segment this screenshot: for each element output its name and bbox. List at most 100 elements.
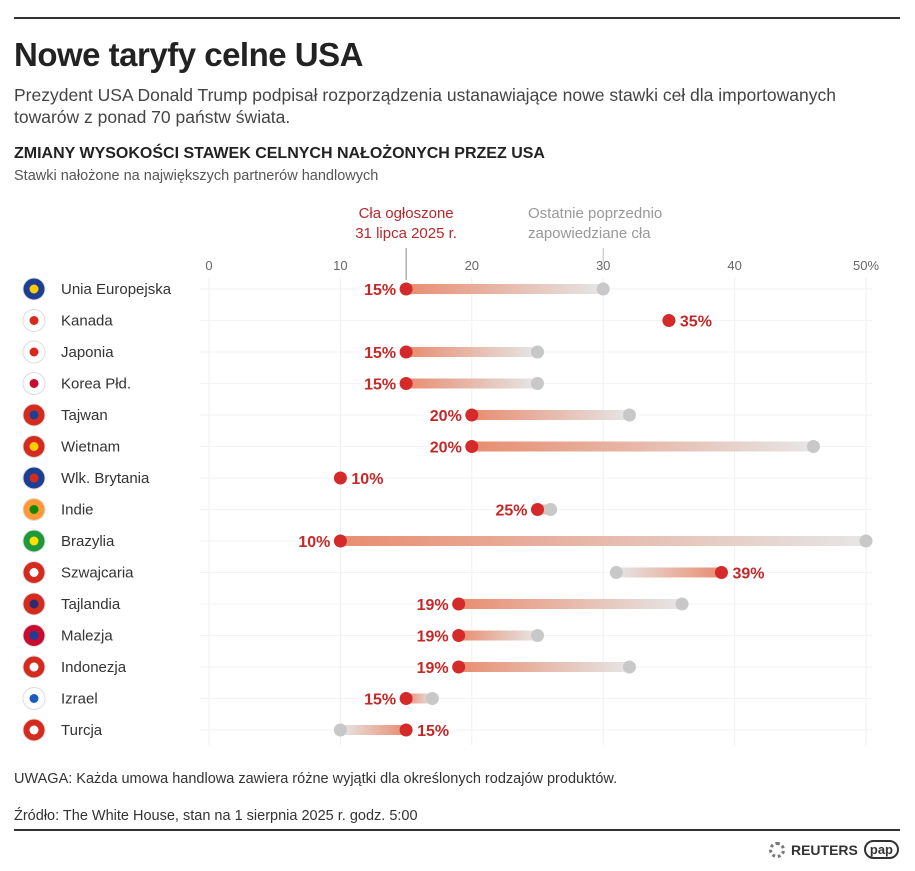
- row-tr: Turcja 15%: [22, 718, 449, 742]
- current-rate-dot: [399, 723, 413, 737]
- x-tick-label: 10: [333, 258, 347, 273]
- range-bar: [616, 567, 722, 578]
- current-rate-dot: [714, 566, 728, 579]
- x-tick-label: 50%: [853, 258, 879, 273]
- current-rate-label: 39%: [732, 566, 764, 583]
- row-jp: Japonia 15%: [22, 340, 544, 364]
- x-tick-label: 0: [205, 258, 212, 273]
- note: UWAGA: Każda umowa handlowa zawiera różn…: [14, 771, 618, 787]
- country-label: Szwajcaria: [61, 565, 134, 582]
- flag-id-emblem: [29, 662, 39, 672]
- country-label: Tajwan: [61, 407, 108, 424]
- country-label: Unia Europejska: [61, 281, 172, 298]
- range-bar: [406, 284, 604, 294]
- row-il: Izrael 15%: [22, 687, 439, 710]
- top-rule: [14, 17, 900, 19]
- range-bar: [406, 693, 433, 704]
- country-label: Izrael: [61, 691, 98, 708]
- range-bar: [340, 536, 866, 546]
- range-bar: [458, 662, 630, 672]
- flag-jp-emblem: [29, 347, 39, 357]
- row-eu: Unia Europejska 15%: [22, 277, 610, 301]
- flag-br-emblem: [29, 536, 39, 546]
- flag-ca-emblem: [29, 316, 39, 325]
- current-rate-dot: [333, 471, 347, 485]
- row-vn: Wietnam 20%: [22, 435, 820, 458]
- current-rate-dot: [465, 408, 479, 422]
- country-label: Indie: [61, 502, 94, 519]
- flag-vn-emblem: [29, 442, 39, 451]
- row-kr: Korea Płd. 15%: [22, 372, 544, 395]
- flag-ch-emblem: [29, 568, 39, 577]
- current-rate-label: 10%: [298, 534, 330, 551]
- current-rate-dot: [662, 314, 676, 327]
- source: Źródło: The White House, stan na 1 sierp…: [14, 808, 418, 824]
- previous-rate-dot: [531, 377, 544, 390]
- chart-subtitle: Stawki nałożone na największych partneró…: [14, 168, 379, 184]
- pap-logo: pap: [863, 840, 899, 859]
- current-rate-dot: [399, 282, 413, 296]
- country-label: Japonia: [61, 344, 114, 361]
- country-label: Turcja: [61, 722, 103, 739]
- bottom-rule: [14, 829, 900, 831]
- row-in: Indie 25%: [22, 498, 558, 521]
- current-rate-label: 20%: [430, 408, 462, 425]
- current-rate-label: 15%: [417, 723, 449, 740]
- chart-title: ZMIANY WYSOKOŚCI STAWEK CELNYCH NAŁOŻONY…: [14, 145, 545, 162]
- range-bar: [458, 599, 683, 609]
- current-rate-dot: [399, 345, 413, 359]
- range-bar: [406, 378, 538, 389]
- country-label: Tajlandia: [61, 596, 121, 613]
- previous-rate-dot: [675, 597, 689, 611]
- flag-tw-emblem: [29, 410, 39, 420]
- range-bar: [406, 347, 538, 357]
- flag-tr-emblem: [29, 725, 39, 735]
- current-rate-dot: [399, 377, 413, 390]
- previous-rate-dot: [531, 629, 544, 642]
- page-title: Nowe taryfy celne USA: [14, 36, 363, 73]
- flag-il-emblem: [29, 694, 39, 703]
- row-gb: Wlk. Brytania 10%: [22, 466, 383, 490]
- reuters-logo: REUTERS: [790, 841, 858, 858]
- dumbbell-chart: 0 10 20 30 40 50% Cła ogłoszone 31 lipca 2025 r…: [22, 205, 879, 745]
- current-rate-dot: [452, 660, 466, 674]
- previous-rate-dot: [531, 345, 544, 359]
- row-id: Indonezja 19%: [22, 655, 636, 679]
- current-rate-label: 15%: [364, 377, 396, 394]
- row-th: Tajlandia 19%: [22, 592, 689, 616]
- previous-rate-dot: [333, 723, 347, 737]
- row-br: Brazylia 10%: [22, 529, 873, 553]
- current-rate-label: 25%: [495, 503, 527, 520]
- row-tw: Tajwan 20%: [22, 403, 636, 427]
- row-my: Malezja 19%: [22, 624, 544, 647]
- current-rate-dot: [465, 440, 479, 453]
- flag-kr-emblem: [29, 379, 39, 388]
- current-rate-label: 10%: [351, 471, 383, 488]
- current-rate-dot: [333, 534, 347, 548]
- legend-current-label: Cła ogłoszone: [359, 205, 454, 222]
- country-label: Malezja: [61, 628, 113, 645]
- range-bar: [471, 441, 814, 452]
- country-label: Kanada: [61, 313, 113, 330]
- current-rate-label: 35%: [680, 314, 712, 331]
- country-label: Korea Płd.: [61, 376, 131, 393]
- range-bar: [537, 504, 551, 515]
- current-rate-dot: [452, 629, 466, 642]
- x-tick-label: 40: [727, 258, 741, 273]
- row-ch: Szwajcaria 39%: [22, 561, 764, 584]
- current-rate-label: 19%: [417, 660, 449, 677]
- previous-rate-dot: [544, 503, 558, 516]
- previous-rate-dot: [609, 566, 623, 579]
- current-rate-dot: [452, 597, 466, 611]
- logos: REUTERS pap: [768, 840, 899, 859]
- country-label: Brazylia: [61, 533, 115, 550]
- reuters-logo-icon: [768, 841, 785, 858]
- legend-previous-label: Ostatnie poprzednio: [528, 205, 662, 222]
- range-bar: [458, 630, 538, 641]
- country-label: Wlk. Brytania: [61, 470, 150, 487]
- current-rate-label: 20%: [430, 440, 462, 457]
- current-rate-dot: [531, 503, 544, 516]
- previous-rate-dot: [622, 408, 636, 422]
- x-tick-label: 30: [596, 258, 610, 273]
